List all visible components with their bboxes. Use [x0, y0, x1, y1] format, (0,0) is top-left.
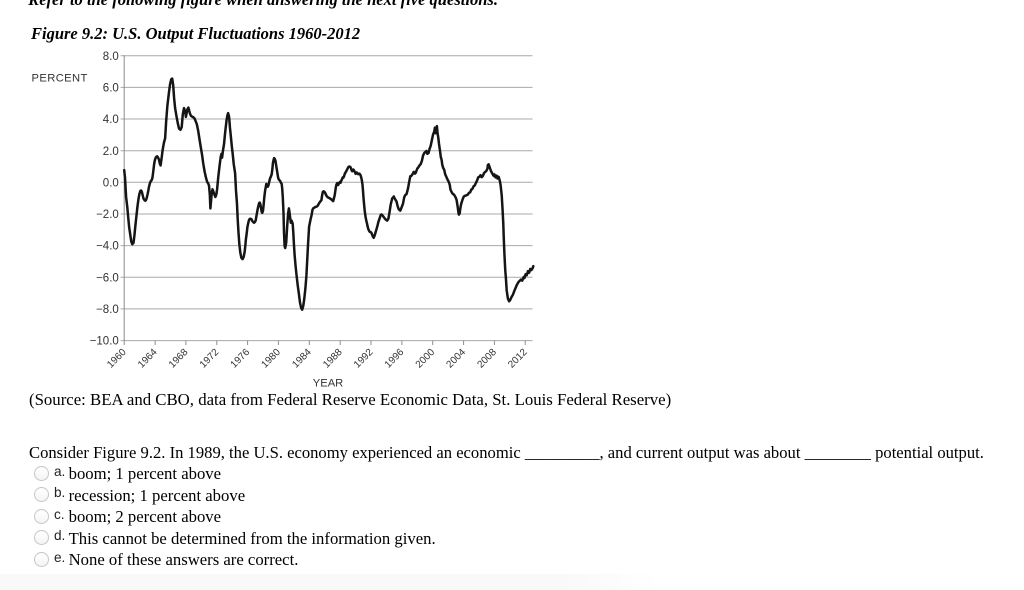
svg-text:0.0: 0.0: [103, 177, 119, 189]
svg-text:8.0: 8.0: [103, 51, 119, 63]
svg-text:2.0: 2.0: [103, 146, 119, 158]
svg-text:1988: 1988: [321, 347, 345, 371]
svg-text:2004: 2004: [445, 347, 469, 371]
svg-text:−4.0: −4.0: [96, 241, 119, 253]
svg-text:2000: 2000: [414, 347, 438, 371]
svg-text:−2.0: −2.0: [96, 209, 119, 221]
svg-text:1976: 1976: [229, 347, 253, 371]
svg-text:−8.0: −8.0: [96, 304, 119, 316]
svg-text:−10.0: −10.0: [90, 336, 119, 348]
svg-text:1964: 1964: [136, 347, 160, 371]
svg-text:2008: 2008: [475, 347, 499, 371]
svg-text:1960: 1960: [105, 347, 129, 371]
svg-text:−6.0: −6.0: [96, 272, 119, 284]
svg-text:PERCENT: PERCENT: [32, 73, 88, 85]
svg-text:1968: 1968: [167, 347, 191, 371]
svg-text:1992: 1992: [352, 347, 376, 371]
svg-text:1996: 1996: [383, 347, 407, 371]
svg-text:2012: 2012: [506, 347, 530, 371]
svg-text:1984: 1984: [290, 347, 314, 371]
svg-text:1980: 1980: [259, 347, 283, 371]
svg-text:YEAR: YEAR: [313, 377, 343, 389]
svg-text:6.0: 6.0: [103, 83, 119, 95]
svg-text:1972: 1972: [198, 347, 222, 371]
svg-text:4.0: 4.0: [103, 114, 119, 126]
